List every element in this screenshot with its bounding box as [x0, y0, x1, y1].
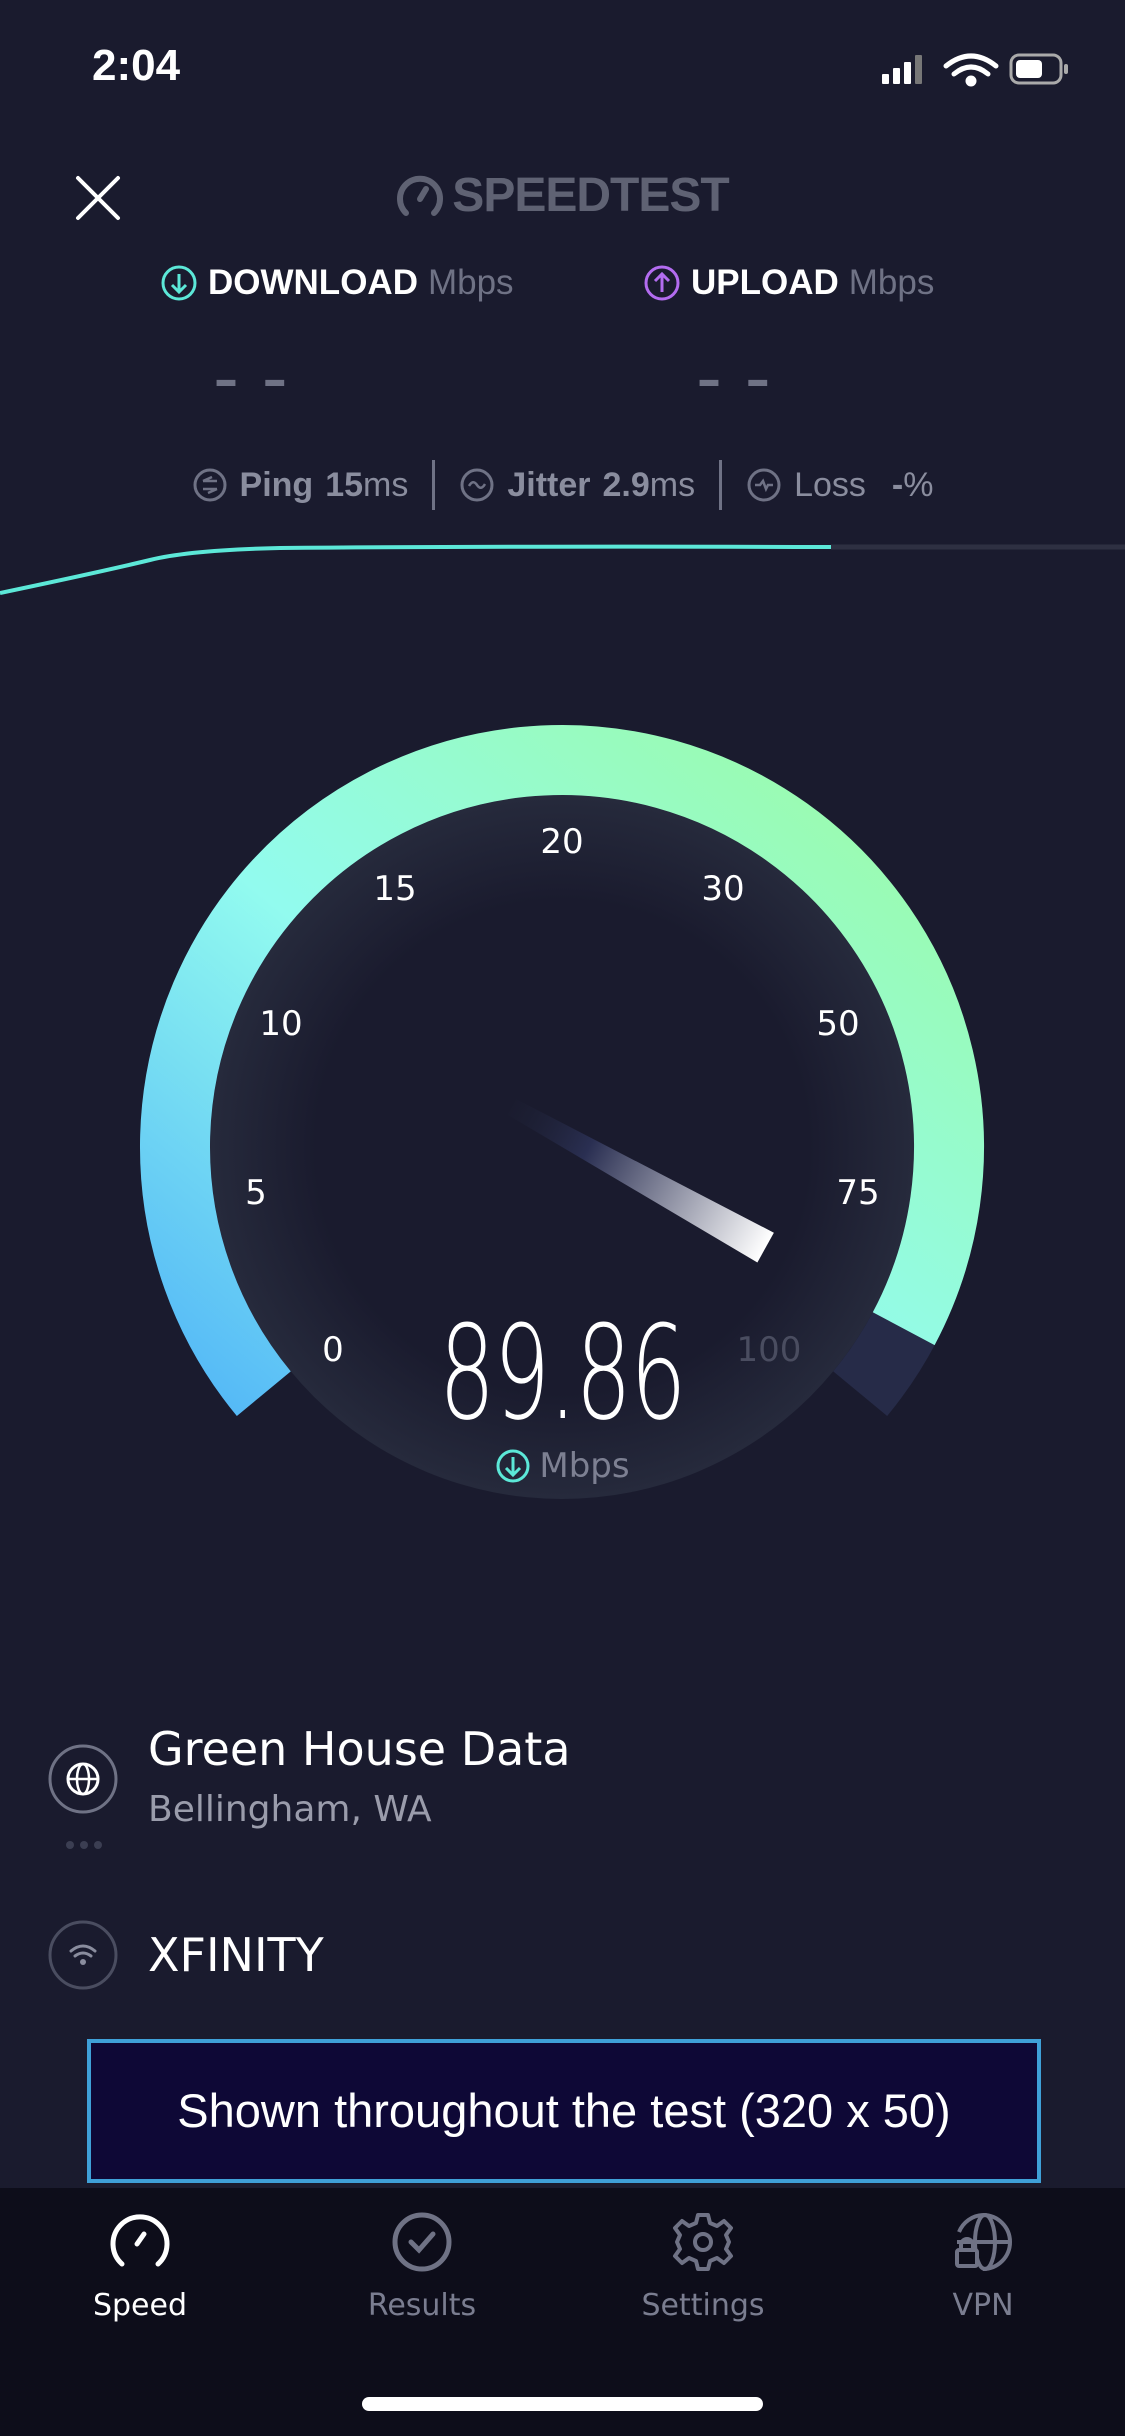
tick-label: 30	[701, 869, 745, 909]
close-icon[interactable]	[74, 174, 122, 222]
tab-settings[interactable]: Settings	[593, 2210, 813, 2324]
battery-icon	[1009, 53, 1068, 85]
vpn-globe-lock-icon	[955, 2213, 1012, 2271]
tab-speed[interactable]: Speed	[30, 2210, 250, 2324]
loss-stat: Loss -%	[722, 465, 957, 505]
cellular-signal-icon	[882, 55, 922, 84]
gauge-face	[210, 795, 914, 1499]
tick-label: 15	[373, 869, 417, 909]
ping-icon	[193, 468, 227, 502]
speedtest-logo-icon	[397, 175, 444, 216]
test-progress-graph	[0, 544, 1125, 595]
upload-header: UPLOAD Mbps	[643, 262, 934, 304]
tick-label: 10	[259, 1004, 303, 1044]
stats-row: Ping 15ms Jitter 2.9ms Loss -%	[0, 460, 1125, 510]
check-circle-icon	[392, 2212, 452, 2272]
home-indicator[interactable]	[362, 2397, 763, 2411]
speed-gauge	[140, 725, 984, 1499]
isp-name: XFINITY	[148, 1928, 324, 1982]
wifi-icon	[48, 1920, 118, 1990]
upload-arrow-icon	[644, 265, 680, 301]
speed-unit: Mbps	[0, 1446, 1125, 1486]
divider	[432, 460, 436, 510]
progress-line	[0, 544, 832, 595]
gauge-fill	[140, 725, 984, 1416]
status-time: 2:04	[92, 41, 181, 90]
download-arrow-icon	[496, 1449, 530, 1483]
change-server-button[interactable]	[47, 1743, 119, 1815]
gear-icon	[673, 2213, 733, 2271]
globe-icon	[48, 1744, 118, 1814]
tab-vpn[interactable]: VPN	[873, 2210, 1093, 2324]
tick-label: 5	[245, 1173, 267, 1213]
server-location: Bellingham, WA	[148, 1789, 432, 1830]
speedometer-icon	[110, 2214, 170, 2267]
wifi-icon	[943, 53, 999, 87]
ping-stat: Ping 15ms	[168, 465, 433, 505]
download-header: DOWNLOAD Mbps	[160, 262, 514, 304]
jitter-stat: Jitter 2.9ms	[435, 465, 719, 505]
status-icons	[882, 53, 1068, 87]
tick-label: 100	[736, 1330, 802, 1370]
tick-label: 20	[540, 822, 584, 862]
tab-results[interactable]: Results	[312, 2210, 532, 2324]
jitter-icon	[460, 468, 494, 502]
tick-label: 50	[816, 1004, 860, 1044]
download-value: – –	[214, 352, 291, 408]
tick-label: 0	[322, 1330, 344, 1370]
upload-value: – –	[697, 352, 774, 408]
tick-label: 75	[836, 1173, 880, 1213]
speedtest-logo: SPEEDTEST	[0, 168, 1125, 224]
more-dots-icon	[66, 1841, 102, 1849]
loss-icon	[747, 468, 781, 502]
divider	[719, 460, 723, 510]
tab-bar	[0, 2188, 1125, 2436]
gauge-needle	[507, 1099, 774, 1263]
server-name[interactable]: Green House Data	[148, 1722, 571, 1776]
ad-banner[interactable]: Shown throughout the test (320 x 50)	[87, 2039, 1041, 2183]
current-speed: 89.86	[439, 1297, 687, 1449]
download-arrow-icon	[161, 265, 197, 301]
